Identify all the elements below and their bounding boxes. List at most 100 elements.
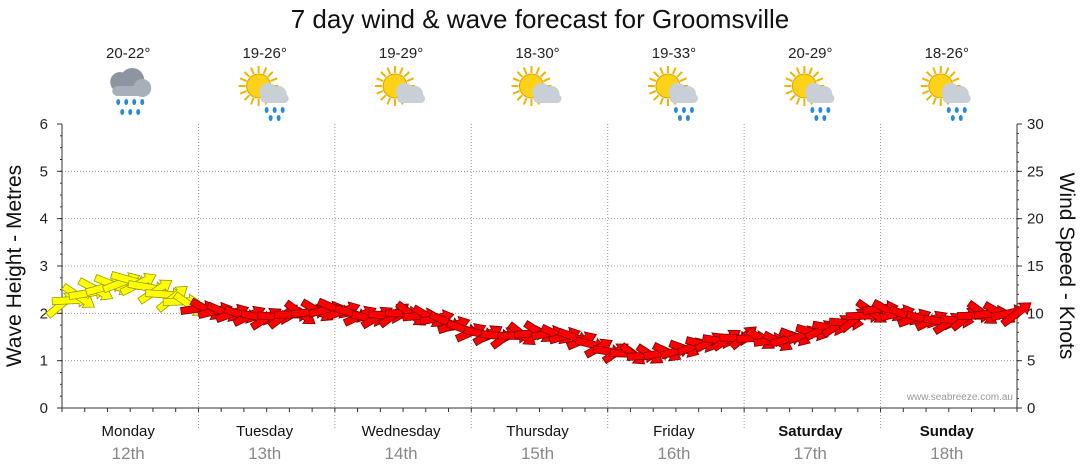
wind-arrow (1000, 302, 1032, 328)
day-temperature: 19-29° (379, 45, 423, 62)
sun-ray (808, 67, 813, 75)
sun-ray (921, 77, 930, 82)
sun-ray (243, 94, 251, 101)
rain-drop (268, 115, 273, 121)
day-temperature: 18-30° (515, 45, 559, 62)
sun-ray (386, 67, 392, 75)
chart-title: 7 day wind & wave forecast for Groomsvil… (290, 4, 790, 34)
sun-ray (659, 67, 664, 75)
y-tick-label: 5 (40, 163, 48, 180)
rain-cloud-icon (110, 68, 152, 115)
date-label: 12th (112, 444, 145, 463)
rain-drop (124, 99, 129, 105)
sun-ray (785, 77, 793, 82)
y-tick-label: 2 (40, 305, 48, 322)
sun-ray (262, 67, 268, 75)
sun-ray (250, 67, 255, 75)
cloud-base (806, 94, 835, 103)
sun-ray (270, 77, 278, 82)
sun-ray (522, 67, 528, 75)
sun-ray (921, 90, 930, 95)
rain-drop (677, 115, 682, 121)
sun-ray (535, 67, 541, 75)
sun-ray (406, 77, 414, 82)
sun-cloud-rain-icon (920, 66, 971, 121)
rain-drop (814, 115, 819, 121)
sun-ray (795, 97, 801, 105)
y2-tick-label: 30 (1027, 116, 1044, 133)
grid (62, 124, 1017, 428)
date-label: 15th (521, 444, 554, 463)
sun-ray (789, 71, 796, 78)
cloud-base (533, 94, 562, 103)
day-temperature: 18-26° (925, 45, 969, 62)
sun-ray (653, 71, 660, 78)
rain-drop (276, 115, 281, 121)
sun-ray (376, 77, 384, 82)
sun-ray (516, 94, 524, 101)
sun-ray (785, 90, 793, 95)
sun-ray (380, 71, 387, 78)
cloud (532, 83, 562, 103)
y2-tick-label: 5 (1027, 353, 1035, 370)
sun-ray (243, 71, 251, 78)
cloud-base (669, 94, 698, 103)
rain-drop (822, 115, 827, 121)
sun-cloud-icon (511, 66, 562, 106)
sun-ray (239, 77, 248, 82)
day-label: Thursday (506, 423, 569, 440)
y-tick-label: 6 (40, 116, 48, 133)
cloud (805, 83, 835, 103)
y2-tick-label: 15 (1027, 258, 1044, 275)
day-temperature: 20-22° (106, 45, 150, 62)
sun-ray (925, 71, 933, 78)
sun-ray (812, 71, 820, 78)
rain-drop (280, 107, 285, 113)
sun-cloud-rain-icon (238, 66, 289, 121)
date-label: 14th (385, 444, 418, 463)
sun-ray (399, 67, 404, 75)
sun-ray (380, 94, 387, 101)
sun-ray (653, 94, 660, 101)
rain-drop (132, 99, 137, 105)
day-temperature: 19-26° (242, 45, 286, 62)
watermark: www.seabreeze.com.au (906, 392, 1013, 403)
y-tick-label: 3 (40, 258, 48, 275)
rain-drop (818, 107, 823, 113)
y2-axis-label: Wind Speed - Knots (1055, 173, 1078, 360)
sun-ray (386, 97, 392, 105)
rain-drop (954, 107, 959, 113)
y-axis-label: Wave Height - Metres (3, 165, 26, 367)
rain-drop (681, 107, 686, 113)
sun-ray (815, 77, 824, 82)
y-tick-label: 4 (40, 211, 48, 228)
y-tick-label: 1 (40, 353, 48, 370)
sun-ray (932, 97, 937, 105)
sun-cloud-rain-icon (647, 66, 698, 121)
sun-ray (671, 67, 677, 75)
rain-drop (140, 99, 145, 105)
rain-drop (962, 107, 967, 113)
day-temperature: 20-29° (788, 45, 832, 62)
sun-ray (952, 77, 960, 82)
cloud (110, 68, 152, 97)
date-label: 18th (930, 444, 963, 463)
sun-ray (649, 90, 657, 95)
cloud-base (397, 94, 426, 103)
sun-ray (676, 71, 683, 78)
rain-drop (946, 107, 951, 113)
rain-drop (120, 109, 125, 115)
rain-drop (128, 109, 133, 115)
sun-ray (267, 71, 274, 78)
cloud-base (942, 94, 971, 103)
day-label: Saturday (778, 423, 843, 440)
date-label: 13th (248, 444, 281, 463)
sun-ray (659, 97, 664, 105)
sun-ray (512, 90, 520, 95)
day-label: Wednesday (362, 423, 441, 440)
rain-drop (272, 107, 277, 113)
sun-ray (376, 90, 384, 95)
rain-drop (136, 109, 141, 115)
date-label: 17th (794, 444, 827, 463)
